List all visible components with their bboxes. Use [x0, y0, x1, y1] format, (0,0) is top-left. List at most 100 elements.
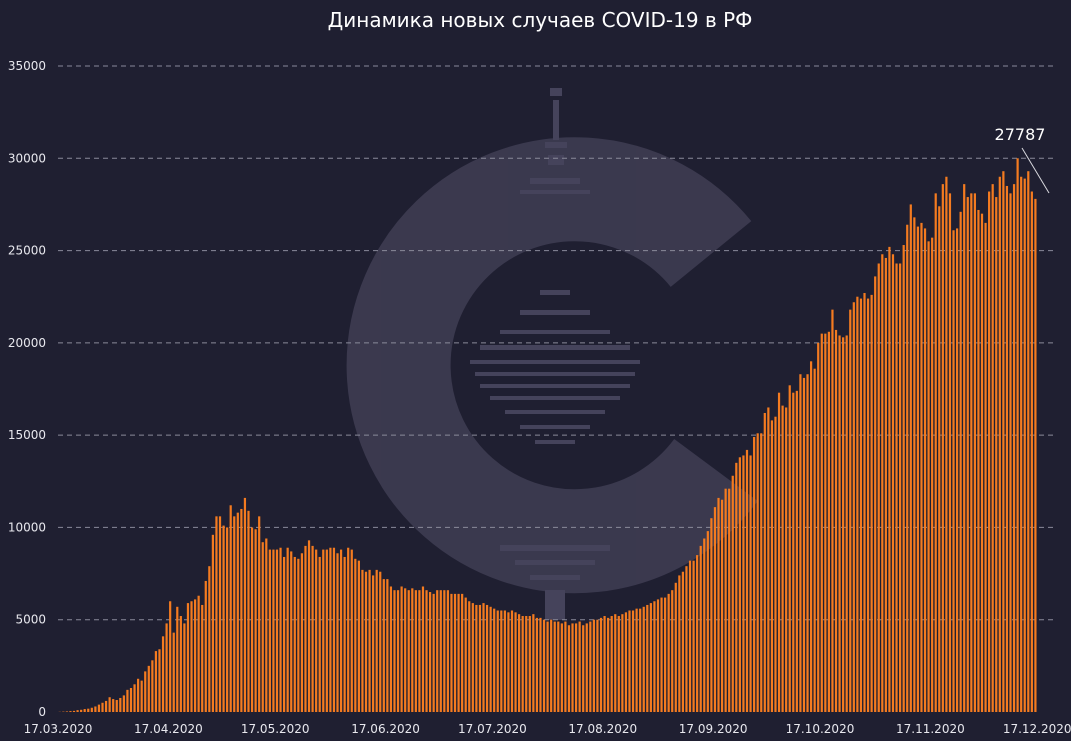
bar — [945, 176, 948, 713]
bar — [400, 586, 403, 712]
bar — [557, 621, 560, 712]
bar — [414, 590, 417, 712]
bar — [510, 610, 514, 712]
bar — [891, 254, 895, 712]
bar — [1002, 171, 1005, 712]
bar — [642, 606, 645, 712]
x-axis: 17.03.2020 17.04.2020 17.05.2020 17.06.2020… — [24, 722, 1071, 736]
bar — [418, 590, 421, 712]
bar — [283, 556, 286, 712]
bar — [507, 612, 510, 712]
bar — [1027, 171, 1030, 712]
bar — [948, 193, 952, 713]
bar — [137, 678, 140, 712]
bar — [496, 610, 499, 712]
bar — [831, 309, 834, 712]
bar — [599, 617, 603, 712]
bar — [628, 610, 631, 712]
bar — [582, 625, 585, 712]
bar — [158, 649, 161, 712]
bar — [97, 704, 101, 712]
bar — [770, 420, 774, 712]
bar — [329, 547, 332, 712]
bar — [471, 603, 474, 712]
bar — [500, 610, 503, 712]
bar — [233, 516, 236, 712]
bar — [201, 604, 204, 712]
bar — [664, 597, 667, 712]
bar — [763, 412, 766, 712]
bar — [738, 457, 741, 712]
bar — [560, 623, 563, 712]
x-tick-label: 17.04.2020 — [134, 722, 203, 736]
x-tick-label: 17.10.2020 — [786, 722, 855, 736]
bar — [197, 595, 200, 712]
bar — [760, 433, 763, 712]
bar — [813, 368, 816, 712]
bar — [90, 707, 93, 712]
bar — [261, 542, 264, 712]
y-tick-label: 30000 — [8, 151, 46, 165]
bar — [753, 436, 756, 712]
bar — [112, 699, 115, 712]
bar — [963, 184, 966, 712]
bar — [916, 226, 920, 712]
bar — [564, 621, 567, 712]
bar — [884, 257, 887, 712]
bar — [881, 254, 884, 712]
bar — [183, 623, 186, 712]
bar — [777, 392, 781, 712]
annotation-label: 27787 — [995, 125, 1046, 144]
bar — [653, 601, 656, 712]
bar — [699, 545, 702, 712]
bar — [286, 547, 289, 712]
bar — [938, 206, 941, 712]
bar — [995, 197, 998, 713]
x-tick-label: 17.11.2020 — [896, 722, 965, 736]
bar — [806, 374, 809, 712]
bar — [913, 217, 916, 712]
y-tick-label: 20000 — [8, 336, 46, 350]
bar — [1016, 158, 1019, 713]
bar — [297, 558, 300, 712]
bar — [65, 711, 69, 712]
bar — [774, 416, 777, 712]
bar — [475, 604, 478, 712]
bar — [674, 582, 677, 712]
bar — [240, 508, 243, 712]
bar — [393, 590, 396, 712]
bar — [169, 601, 172, 712]
bar — [140, 680, 143, 712]
bar — [243, 497, 247, 712]
bar — [361, 569, 364, 712]
bar — [660, 597, 663, 712]
bar — [635, 608, 638, 712]
bar — [988, 191, 991, 712]
bar — [535, 617, 539, 712]
bar — [681, 571, 685, 712]
bar — [503, 610, 506, 712]
bar — [339, 549, 343, 712]
bar — [453, 593, 457, 712]
bar — [1034, 198, 1037, 712]
bar — [820, 333, 823, 712]
x-tick-label: 17.07.2020 — [458, 722, 527, 736]
watermark-logo — [346, 88, 758, 620]
bar — [83, 709, 86, 712]
bar — [457, 593, 460, 712]
bar — [236, 512, 239, 712]
bar — [1009, 193, 1012, 713]
bar — [607, 617, 610, 712]
bar — [443, 590, 446, 712]
bar — [870, 294, 873, 712]
bar — [984, 222, 987, 712]
bar — [144, 671, 147, 712]
x-tick-label: 17.06.2020 — [351, 722, 420, 736]
bar — [485, 604, 489, 712]
bar — [222, 525, 225, 712]
bar — [218, 516, 222, 712]
bar — [364, 571, 368, 712]
bar — [247, 510, 250, 712]
y-tick-label: 15000 — [8, 428, 46, 442]
bar — [827, 331, 830, 712]
